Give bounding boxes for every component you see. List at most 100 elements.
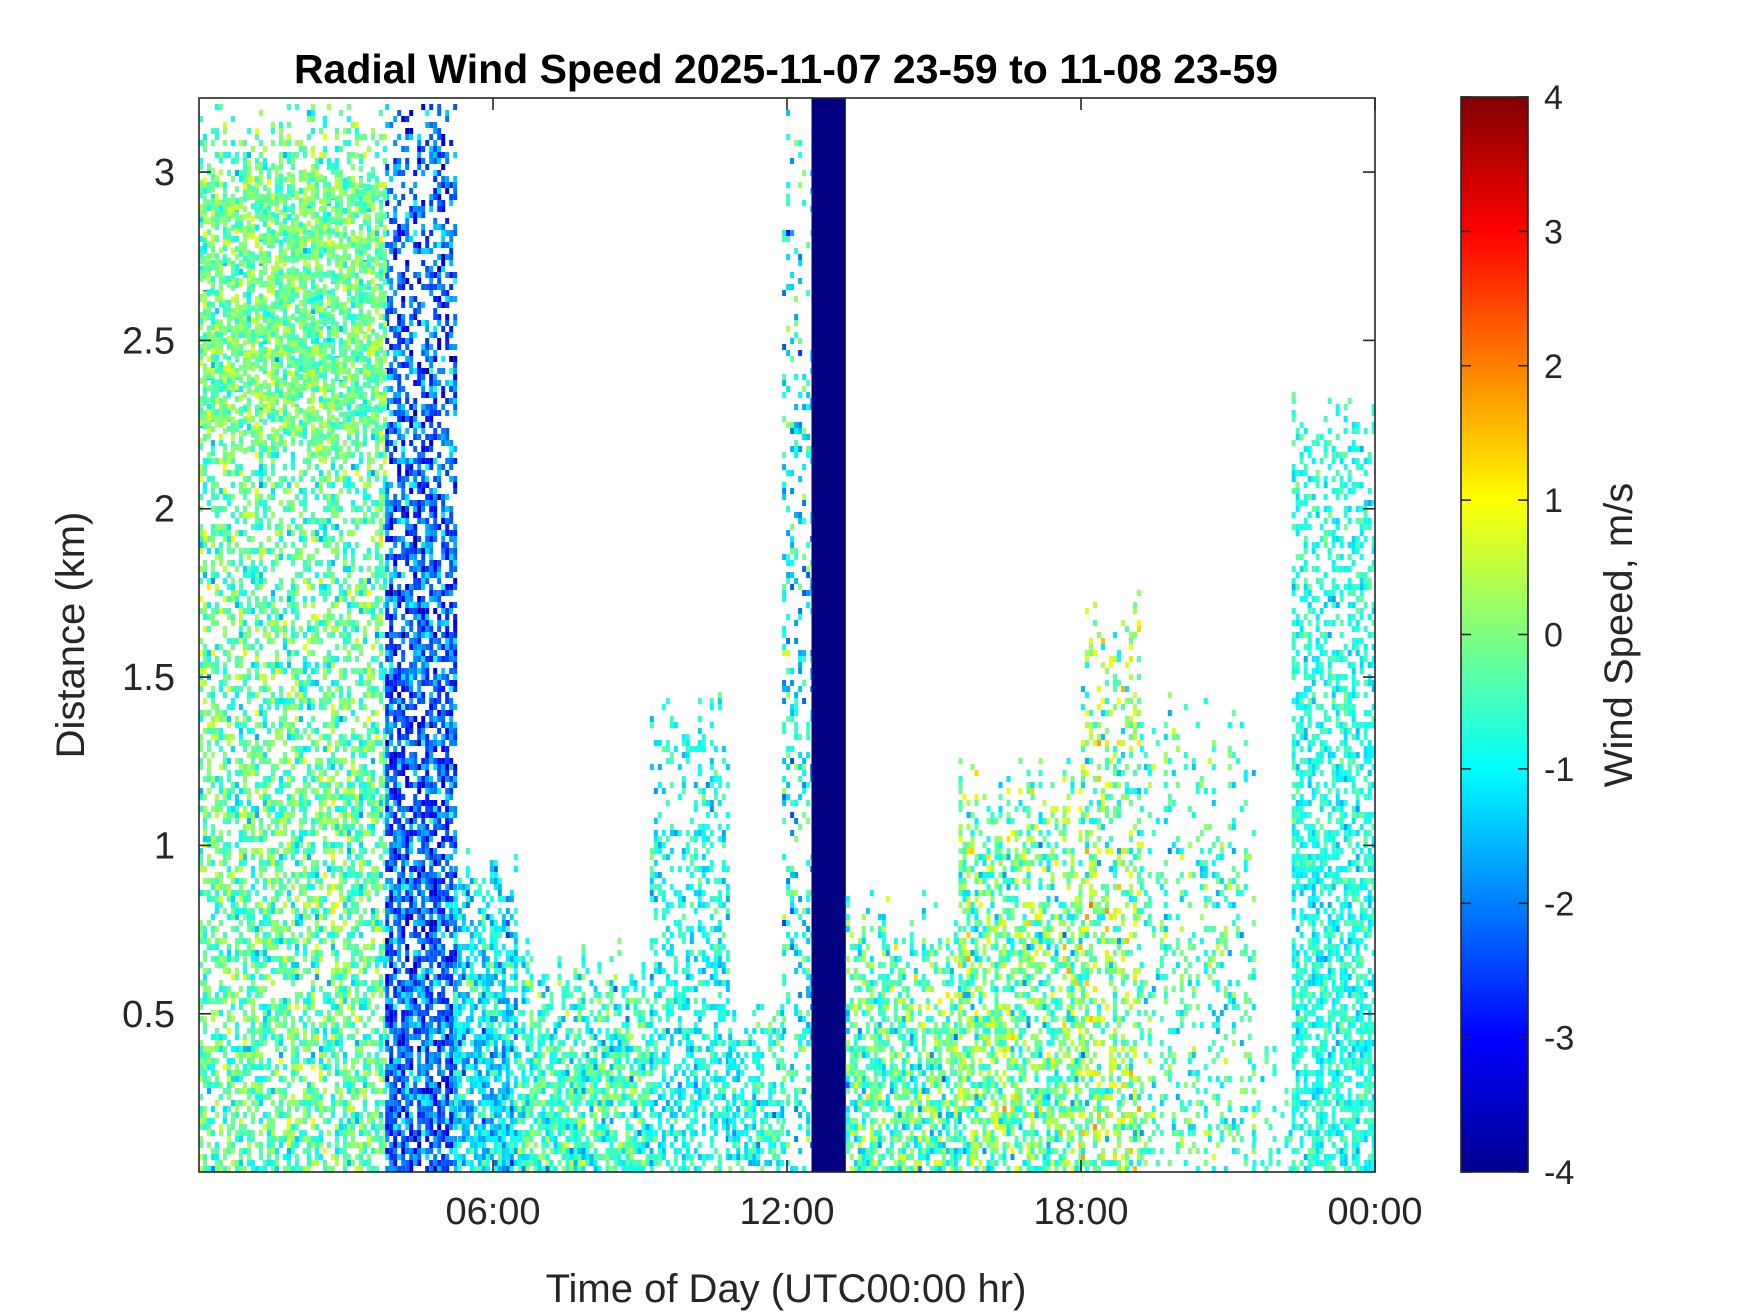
heatmap-cell	[417, 362, 422, 368]
heatmap-cell	[227, 866, 231, 872]
heatmap-cell	[199, 344, 203, 350]
heatmap-cell	[401, 710, 406, 716]
heatmap-cell	[315, 746, 319, 752]
heatmap-cell	[247, 566, 251, 572]
heatmap-cell	[375, 152, 379, 158]
heatmap-cell	[223, 596, 227, 602]
heatmap-cell	[275, 878, 279, 884]
heatmap-cell	[385, 404, 390, 410]
heatmap-cell	[283, 632, 287, 638]
heatmap-cell	[389, 614, 394, 620]
heatmap-cell	[243, 518, 247, 524]
heatmap-cell	[235, 794, 239, 800]
heatmap-cell	[335, 524, 339, 530]
heatmap-cell	[421, 944, 426, 950]
heatmap-cell	[271, 926, 275, 932]
heatmap-cell	[303, 1040, 307, 1046]
heatmap-cell	[413, 476, 418, 482]
heatmap-cell	[307, 770, 311, 776]
heatmap-cell	[425, 1130, 430, 1136]
heatmap-cell	[215, 308, 219, 314]
heatmap-cell	[307, 848, 311, 854]
heatmap-cell	[359, 812, 363, 818]
heatmap-cell	[219, 386, 223, 392]
heatmap-cell	[315, 974, 319, 980]
heatmap-cell	[319, 1142, 323, 1148]
heatmap-cell	[255, 806, 259, 812]
heatmap-cell	[239, 866, 243, 872]
heatmap-cell	[393, 608, 398, 614]
heatmap-cell	[335, 1022, 339, 1028]
heatmap-cell	[227, 1136, 231, 1142]
heatmap-cell	[223, 908, 227, 914]
heatmap-cell	[405, 158, 410, 164]
heatmap-cell	[267, 1088, 271, 1094]
heatmap-cell	[393, 818, 398, 824]
heatmap-cell	[267, 1142, 271, 1148]
heatmap-cell	[235, 938, 239, 944]
heatmap-cell	[243, 152, 247, 158]
heatmap-cell	[375, 986, 379, 992]
heatmap-cell	[207, 764, 211, 770]
heatmap-cell	[413, 398, 418, 404]
heatmap-cell	[255, 1106, 259, 1112]
heatmap-cell	[397, 1028, 402, 1034]
heatmap-cell	[323, 998, 327, 1004]
heatmap-cell	[351, 818, 355, 824]
heatmap-cell	[401, 476, 406, 482]
heatmap-cell	[335, 806, 339, 812]
heatmap-cell	[319, 800, 323, 806]
heatmap-cell	[251, 662, 255, 668]
heatmap-cell	[279, 776, 283, 782]
heatmap-cell	[393, 992, 398, 998]
heatmap-cell	[291, 1064, 295, 1070]
heatmap-cell	[385, 974, 390, 980]
heatmap-cell	[343, 1142, 347, 1148]
heatmap-cell	[307, 992, 311, 998]
heatmap-cell	[295, 1136, 299, 1142]
heatmap-cell	[383, 800, 387, 806]
heatmap-cell	[251, 1160, 255, 1166]
heatmap-cell	[279, 842, 283, 848]
heatmap-cell	[385, 164, 390, 170]
heatmap-cell	[389, 938, 394, 944]
heatmap-cell	[425, 1112, 430, 1118]
heatmap-cell	[199, 218, 203, 224]
heatmap-cell	[299, 842, 303, 848]
heatmap-cell	[405, 374, 410, 380]
heatmap-cell	[219, 524, 223, 530]
heatmap-cell	[299, 1100, 303, 1106]
heatmap-cell	[219, 800, 223, 806]
heatmap-cell	[219, 506, 223, 512]
heatmap-cell	[267, 938, 271, 944]
heatmap-cell	[389, 956, 394, 962]
heatmap-cell	[405, 164, 410, 170]
heatmap-cell	[247, 986, 251, 992]
heatmap-cell	[299, 176, 303, 182]
heatmap-cell	[405, 128, 410, 134]
heatmap-cell	[259, 848, 263, 854]
heatmap-cell	[335, 842, 339, 848]
heatmap-cell	[243, 968, 247, 974]
heatmap-cell	[271, 1130, 275, 1136]
heatmap-cell	[287, 938, 291, 944]
heatmap-cell	[307, 620, 311, 626]
heatmap-cell	[203, 1112, 207, 1118]
heatmap-cell	[409, 206, 414, 212]
heatmap-cell	[259, 1142, 263, 1148]
heatmap-cell	[239, 326, 243, 332]
heatmap-cell	[379, 614, 383, 620]
heatmap-cell	[315, 896, 319, 902]
heatmap-cell	[235, 866, 239, 872]
heatmap-cell	[379, 314, 383, 320]
heatmap-cell	[251, 362, 255, 368]
heatmap-cell	[405, 338, 410, 344]
heatmap-cell	[331, 548, 335, 554]
heatmap-cell	[413, 866, 418, 872]
heatmap-cell	[223, 428, 227, 434]
heatmap-cell	[409, 1070, 414, 1076]
heatmap-cell	[243, 878, 247, 884]
heatmap-cell	[393, 1118, 398, 1124]
heatmap-cell	[299, 374, 303, 380]
heatmap-cell	[351, 626, 355, 632]
